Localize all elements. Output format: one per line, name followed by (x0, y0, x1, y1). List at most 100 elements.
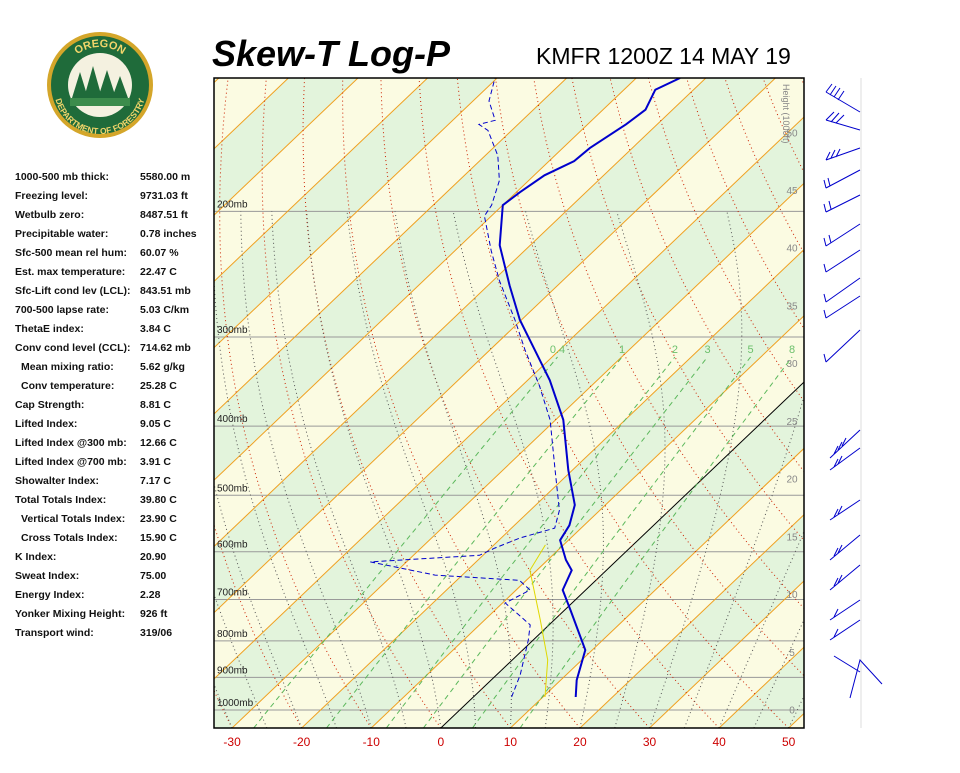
wind-barb (829, 447, 861, 471)
moist-adiabat (452, 211, 554, 728)
height-tick-label: 10 (786, 590, 798, 601)
isotherm (214, 78, 637, 481)
index-label: Est. max temperature: (15, 266, 125, 278)
mixing-ratio-line (326, 356, 623, 728)
dry-adiabat (800, 78, 804, 87)
index-label: Wetbulb zero: (15, 209, 84, 221)
index-label: 700-500 lapse rate: (15, 304, 109, 316)
plot: 1000mb 900mb 800mb 700mb 600mb 500mb 400mb 300m… (0, 77, 960, 749)
index-value: 714.62 mb (140, 342, 191, 354)
wind-barb (829, 499, 861, 521)
index-value: 22.47 C (140, 266, 177, 278)
index-value: 23.90 C (140, 513, 177, 525)
isotherm (928, 78, 960, 728)
index-value: 0.78 inches (140, 228, 197, 240)
station-label: KMFR 1200Z 14 MAY 19 (536, 43, 791, 69)
height-tick-label: 40 (786, 244, 798, 255)
x-tick-label: -20 (293, 735, 311, 749)
x-tick-label: 50 (782, 735, 796, 749)
isotherm (858, 78, 960, 728)
title: Skew-T Log-P (212, 33, 451, 74)
height-tick-label: 5 (789, 648, 795, 659)
isotherm-band (858, 78, 960, 728)
logo-top-path: OREGON (72, 38, 127, 57)
height-tick-label: 50 (786, 128, 798, 139)
index-value: 60.07 % (140, 247, 179, 259)
index-value: 5580.00 m (140, 171, 190, 183)
pressure-label: 500mb (217, 483, 248, 494)
height-tick-label: 15 (786, 532, 798, 543)
dry-adiabat (839, 78, 960, 728)
wind-barb (829, 429, 861, 459)
wind-barb (823, 329, 861, 363)
isotherm (301, 248, 804, 728)
wind-barb (825, 83, 861, 113)
height-tick-label: 45 (786, 186, 798, 197)
index-label: Transport wind: (15, 627, 94, 639)
mixing-ratio-label: 1 (619, 344, 625, 356)
index-value: 9.05 C (140, 418, 171, 430)
height-tick-label: 35 (786, 301, 798, 312)
height-axis-label: Height (1000ft) (781, 84, 791, 144)
wind-barb (823, 223, 861, 247)
index-value: 2.28 (140, 589, 161, 601)
wind-barb (823, 277, 861, 303)
index-value: 3.84 C (140, 323, 171, 335)
index-label: ThetaE index: (15, 323, 84, 335)
index-value: 75.00 (140, 570, 166, 582)
pressure-label: 900mb (217, 665, 248, 676)
wind-barb (823, 249, 861, 273)
index-value: 25.28 C (140, 380, 177, 392)
moist-adiabat (346, 211, 477, 728)
dry-adiabat (214, 523, 303, 728)
mixing-ratio-line (253, 356, 558, 728)
pressure-label: 1000mb (217, 698, 254, 709)
wind-barb (825, 111, 861, 131)
index-label: Freezing level: (15, 190, 88, 202)
isotherm (231, 182, 804, 728)
isotherm (214, 78, 776, 614)
wind-barb (823, 194, 861, 213)
logo-trees (72, 66, 128, 98)
wind-barb (825, 147, 861, 161)
isotherm (214, 116, 804, 680)
x-tick-label: 20 (573, 735, 587, 749)
dry-adiabat (380, 78, 650, 728)
wind-barb (829, 534, 861, 561)
index-value: 319/06 (140, 627, 172, 639)
dry-adiabat (302, 78, 511, 728)
pressure-label: 700mb (217, 587, 248, 598)
height-tick-label: 30 (786, 359, 798, 370)
mixing-ratio-label: 3 (704, 344, 710, 356)
mixing-ratio-label: 2 (672, 344, 678, 356)
index-value: 8.81 C (140, 399, 171, 411)
isotherm (0, 78, 10, 728)
x-tick-label: 40 (712, 735, 726, 749)
plot-area (0, 78, 960, 728)
wind-barb (829, 564, 861, 591)
mixing-ratio-line (423, 356, 708, 728)
index-value: 20.90 (140, 551, 166, 563)
index-value: 8487.51 ft (140, 209, 188, 221)
isotherm (214, 78, 707, 548)
x-tick-label: -30 (223, 735, 241, 749)
height-tick-label: 0 (789, 706, 795, 717)
isotherm-band (214, 117, 804, 728)
wind-barbs (823, 83, 883, 699)
index-label: Total Totals Index: (15, 494, 106, 506)
isotherm (214, 78, 498, 349)
index-label: Conv cond level (CCL): (15, 342, 131, 354)
mixing-ratio-line (385, 356, 676, 728)
dry-adiabat (495, 78, 804, 677)
indices-panel: 1000-500 mb thick: 5580.00 m Freezing leve… (15, 171, 197, 639)
index-label: Precipitable water: (15, 228, 108, 240)
index-label: Lifted Index @700 mb: (15, 456, 127, 468)
pressure-label: 400mb (217, 414, 248, 425)
wind-barb (833, 655, 883, 699)
index-label: Sfc-Lift cond lev (LCL): (15, 285, 131, 297)
index-value: 9731.03 ft (140, 190, 188, 202)
isotherm (579, 513, 804, 728)
freezing-isotherm (440, 381, 804, 728)
logo-ground (70, 98, 130, 106)
